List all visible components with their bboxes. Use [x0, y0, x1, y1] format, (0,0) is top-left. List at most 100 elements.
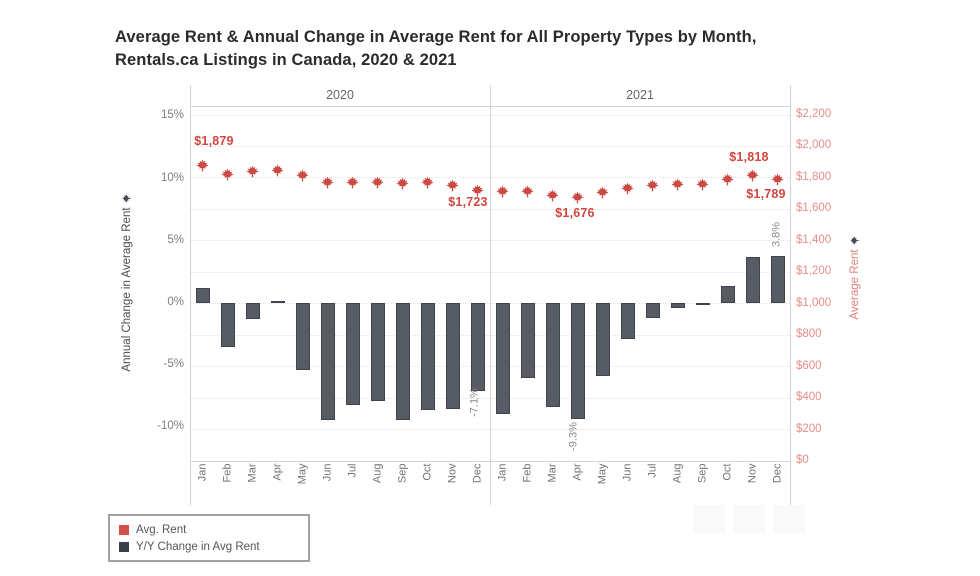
x-axis-label: Jan — [196, 463, 208, 482]
maple-leaf-marker[interactable] — [246, 165, 259, 178]
maple-leaf-marker[interactable] — [196, 159, 209, 172]
right-axis-tick: $2,000 — [796, 139, 832, 152]
right-axis-title: Average Rent — [848, 213, 862, 343]
yoy-bar[interactable] — [770, 255, 785, 303]
x-axis-label: Nov — [446, 463, 458, 484]
yoy-bar[interactable] — [620, 303, 635, 340]
maple-leaf-marker[interactable] — [371, 176, 384, 189]
maple-leaf-marker[interactable] — [221, 168, 234, 181]
left-axis-tick: 5% — [167, 233, 184, 246]
maple-leaf-marker[interactable] — [546, 189, 559, 202]
x-axis-label: Jun — [621, 463, 633, 482]
left-axis-tick: 0% — [167, 296, 184, 308]
legend-label-avg-rent: Avg. Rent — [136, 523, 187, 536]
yoy-change-swatch — [119, 541, 129, 552]
maple-leaf-marker[interactable] — [496, 185, 509, 198]
x-axis-label: Aug — [671, 463, 683, 484]
right-axis-tick: $0 — [796, 454, 809, 466]
maple-leaf-marker[interactable] — [571, 191, 584, 204]
maple-leaf-marker[interactable] — [521, 185, 534, 198]
yoy-bar[interactable] — [545, 303, 560, 408]
yoy-bar[interactable] — [195, 288, 210, 303]
maple-leaf-marker[interactable] — [321, 176, 334, 189]
yoy-bar[interactable] — [695, 303, 710, 305]
chart-title-line2: Rentals.ca Listings in Canada, 2020 & 20… — [115, 51, 457, 69]
year-header-2021: 2021 — [626, 88, 654, 102]
year-header-2020: 2020 — [326, 88, 354, 102]
maple-leaf-marker[interactable] — [621, 182, 634, 195]
yoy-bar[interactable] — [595, 303, 610, 377]
left-axis-title: Annual Change in Average Rent — [120, 163, 134, 403]
maple-leaf-marker[interactable] — [271, 164, 284, 177]
legend: Avg. Rent Y/Y Change in Avg Rent — [108, 514, 310, 562]
right-axis-tick: $600 — [796, 359, 822, 372]
x-axis-label: Jul — [646, 463, 658, 478]
maple-leaf-marker[interactable] — [721, 173, 734, 186]
maple-leaf-marker[interactable] — [771, 173, 784, 186]
yoy-bar[interactable] — [420, 303, 435, 410]
yoy-bar[interactable] — [445, 303, 460, 409]
yoy-bar[interactable] — [720, 285, 735, 303]
yoy-bar[interactable] — [320, 303, 335, 420]
x-axis-label: Jul — [346, 463, 358, 478]
x-axis-label: Nov — [746, 463, 758, 484]
chart-title-line1: Average Rent & Annual Change in Average … — [115, 28, 757, 46]
maple-leaf-marker[interactable] — [421, 176, 434, 189]
yoy-bar[interactable] — [520, 303, 535, 378]
chart-title: Average Rent & Annual Change in Average … — [115, 26, 915, 72]
right-axis-tick: $800 — [796, 328, 822, 341]
maple-leaf-marker[interactable] — [646, 179, 659, 192]
plot-border — [190, 85, 191, 505]
x-axis-label: Jan — [496, 463, 508, 482]
legend-item-yoy-change[interactable]: Y/Y Change in Avg Rent — [119, 538, 308, 555]
x-axis-label: Dec — [471, 463, 483, 484]
left-axis-tick: 15% — [160, 109, 184, 122]
x-axis-label: Sep — [396, 463, 408, 484]
right-axis-title-text: Average Rent — [849, 249, 861, 320]
yoy-bar[interactable] — [220, 303, 235, 347]
yoy-bar[interactable] — [395, 303, 410, 420]
legend-label-yoy-change: Y/Y Change in Avg Rent — [136, 540, 260, 553]
yoy-bar[interactable] — [670, 303, 685, 308]
avg-rent-swatch — [119, 524, 129, 535]
right-axis-tick: $200 — [796, 422, 822, 435]
yoy-bar[interactable] — [470, 303, 485, 392]
maple-leaf-marker[interactable] — [396, 177, 409, 190]
right-axis-tick: $1,200 — [796, 265, 832, 278]
pct-annotation: 3.8% — [770, 221, 783, 248]
yoy-bar[interactable] — [295, 303, 310, 371]
pct-annotation: -9.3% — [567, 422, 580, 451]
x-axis-label: Oct — [421, 463, 433, 481]
maple-leaf-marker[interactable] — [746, 168, 759, 182]
maple-leaf-marker[interactable] — [446, 179, 459, 192]
right-axis-tick: $2,200 — [796, 108, 832, 120]
legend-item-avg-rent[interactable]: Avg. Rent — [119, 521, 308, 538]
left-axis-tick: -5% — [163, 358, 184, 371]
right-axis-tick: $1,600 — [796, 202, 832, 215]
yoy-bar[interactable] — [645, 303, 660, 318]
yoy-bar[interactable] — [370, 303, 385, 402]
maple-leaf-marker[interactable] — [596, 186, 609, 199]
plot-border — [790, 85, 791, 505]
maple-leaf-marker[interactable] — [671, 178, 684, 191]
yoy-bar[interactable] — [245, 303, 260, 320]
x-axis-label: Oct — [721, 463, 733, 481]
x-axis-label: Apr — [271, 463, 283, 481]
x-axis-label: Mar — [546, 463, 558, 483]
maple-leaf-marker[interactable] — [471, 183, 484, 197]
rent-annotation: $1,789 — [746, 187, 786, 201]
right-axis-tick: $400 — [796, 391, 822, 404]
maple-leaf-marker[interactable] — [296, 169, 309, 182]
left-axis-title-text: Annual Change in Average Rent — [121, 207, 133, 372]
x-axis-label: Mar — [246, 463, 258, 483]
yoy-bar[interactable] — [495, 303, 510, 414]
yoy-bar[interactable] — [345, 303, 360, 405]
yoy-bar[interactable] — [745, 256, 760, 303]
maple-leaf-marker[interactable] — [696, 177, 709, 191]
yoy-bar[interactable] — [270, 300, 285, 303]
right-axis-tick: $1,800 — [796, 170, 832, 183]
yoy-bar[interactable] — [570, 303, 585, 419]
maple-leaf-marker[interactable] — [346, 176, 359, 189]
plot-border-top — [190, 106, 790, 107]
